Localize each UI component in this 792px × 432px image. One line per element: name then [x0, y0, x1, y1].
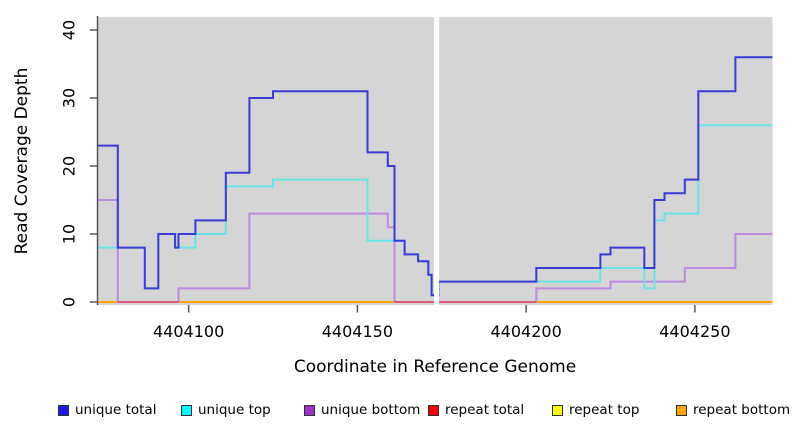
x-axis-tick-label: 4404100: [153, 322, 224, 341]
repeat-top-swatch-icon: [552, 404, 563, 416]
legend-item-unique-total: unique total: [58, 398, 156, 422]
y-axis-tick-label: 40: [60, 20, 79, 40]
legend-item-repeat-bottom: repeat bottom: [676, 398, 790, 422]
legend-item-unique-bottom: unique bottom: [304, 398, 420, 422]
legend-label: repeat top: [569, 402, 640, 418]
legend-item-repeat-top: repeat top: [552, 398, 639, 422]
legend-label: unique top: [198, 402, 271, 418]
x-axis-tick-label: 4404150: [322, 322, 393, 341]
legend: unique total unique top unique bottom re…: [0, 398, 792, 428]
axes: 0 10 20 30 40 4404100 4404150 4404200 4404250: [60, 16, 731, 341]
x-axis-tick-label: 4404200: [490, 322, 561, 341]
repeat-bottom-swatch-icon: [676, 404, 687, 416]
y-axis-tick-label: 10: [60, 224, 79, 244]
repeat-total-swatch-icon: [428, 404, 439, 416]
legend-item-unique-top: unique top: [181, 398, 271, 422]
legend-label: repeat bottom: [693, 402, 791, 418]
y-axis-tick-label: 0: [60, 297, 79, 307]
legend-label: unique total: [75, 402, 157, 418]
coverage-chart: 0 10 20 30 40 4404100 4404150 4404200 4404250 Re…: [12, 16, 773, 377]
y-axis-title: Read Coverage Depth: [12, 68, 32, 255]
series-line-unique-total: [97, 56, 773, 297]
unique-top-swatch-icon: [181, 404, 192, 416]
unique-bottom-swatch-icon: [304, 404, 315, 416]
y-axis-tick-label: 20: [60, 156, 79, 176]
series-line-unique-bottom: [97, 199, 773, 303]
legend-item-repeat-total: repeat total: [428, 398, 524, 422]
x-axis-title: Coordinate in Reference Genome: [294, 357, 576, 377]
no-data-gap-band: [434, 17, 440, 305]
legend-label: repeat total: [445, 402, 525, 418]
unique-total-swatch-icon: [58, 404, 69, 416]
y-axis-tick-label: 30: [60, 88, 79, 108]
legend-label: unique bottom: [321, 402, 421, 418]
x-axis-tick-label: 4404250: [659, 322, 730, 341]
